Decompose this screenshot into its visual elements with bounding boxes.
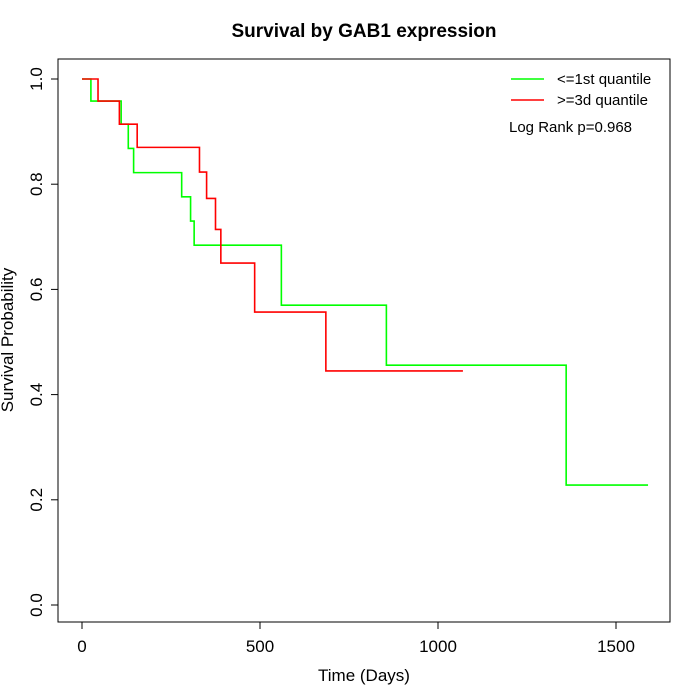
x-tick-label: 500 — [246, 637, 274, 656]
y-axis: 0.0 0.2 0.4 0.6 0.8 1.0 — [27, 67, 59, 617]
y-tick-label: 0.0 — [27, 593, 46, 617]
y-tick-label: 1.0 — [27, 67, 46, 91]
series-line-2 — [82, 78, 463, 372]
legend-label-1: <=1st quantile — [557, 71, 651, 88]
x-axis: 0 500 1000 1500 — [77, 621, 635, 656]
chart-title: Survival by GAB1 expression — [231, 21, 496, 42]
y-axis-title: Survival Probability — [0, 267, 17, 412]
x-axis-title: Time (Days) — [318, 666, 410, 685]
y-tick-label: 0.8 — [27, 172, 46, 196]
y-tick-label: 0.6 — [27, 278, 46, 302]
legend: <=1st quantile >=3d quantile — [511, 71, 651, 109]
x-tick-label: 1000 — [419, 637, 457, 656]
x-tick-label: 1500 — [597, 637, 635, 656]
log-rank-annotation: Log Rank p=0.968 — [509, 119, 632, 136]
series-layer — [82, 78, 649, 486]
series-line-1 — [82, 78, 649, 486]
legend-label-2: >=3d quantile — [557, 92, 648, 109]
x-tick-label: 0 — [77, 637, 86, 656]
y-tick-label: 0.2 — [27, 488, 46, 512]
y-tick-label: 0.4 — [27, 383, 46, 407]
